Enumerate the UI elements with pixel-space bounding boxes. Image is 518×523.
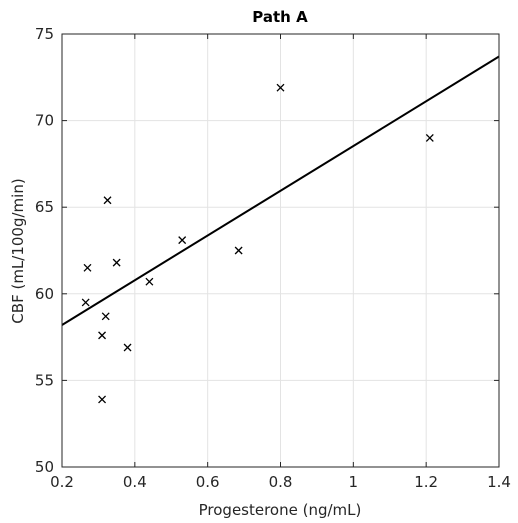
- data-point: [83, 263, 92, 272]
- regression-line: [61, 55, 500, 326]
- data-point: [101, 312, 110, 321]
- data-point: [178, 236, 187, 245]
- y-tick-label: 55: [35, 371, 54, 389]
- data-point: [98, 331, 107, 340]
- data-point: [112, 258, 121, 267]
- y-tick-label: 50: [35, 458, 54, 476]
- x-tick-label: 1.2: [414, 473, 438, 491]
- x-tick-label: 1: [349, 473, 359, 491]
- y-tick-label: 70: [35, 112, 54, 130]
- x-tick-label: 0.8: [269, 473, 293, 491]
- data-point: [145, 277, 154, 286]
- axis-ticks: 0.2 0.4 0.6 0.8 1 1.2 1.4 50 55 60 65 70 75: [35, 25, 511, 491]
- x-tick-label: 0.2: [50, 473, 74, 491]
- data-point: [81, 298, 90, 307]
- x-tick-label: 1.4: [487, 473, 511, 491]
- y-tick-label: 60: [35, 285, 54, 303]
- data-point: [234, 246, 243, 255]
- data-point: [98, 395, 107, 404]
- x-tick-label: 0.6: [196, 473, 220, 491]
- grid-lines: [61, 33, 500, 468]
- chart-title: Path A: [252, 8, 308, 26]
- data-point: [276, 83, 285, 92]
- data-point: [103, 196, 112, 205]
- y-tick-label: 75: [35, 25, 54, 43]
- y-axis-label: CBF (mL/100g/min): [9, 178, 27, 323]
- data-layer: [61, 55, 500, 404]
- data-point: [425, 133, 434, 142]
- data-point: [123, 343, 132, 352]
- x-tick-label: 0.4: [123, 473, 147, 491]
- y-tick-label: 65: [35, 198, 54, 216]
- x-axis-label: Progesterone (ng/mL): [199, 501, 362, 519]
